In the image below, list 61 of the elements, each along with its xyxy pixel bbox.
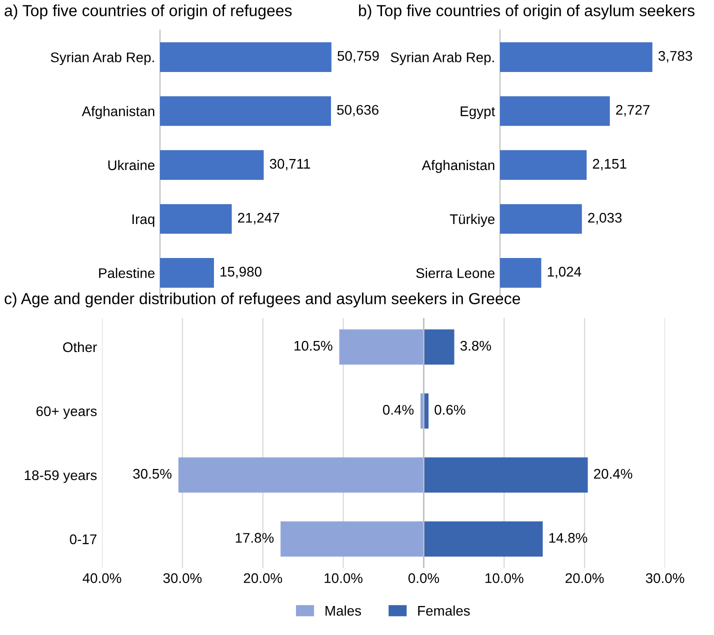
y-tick-label: Iraq	[132, 214, 154, 227]
data-label: 0.4%	[382, 404, 414, 415]
bar	[500, 42, 652, 72]
y-tick-label: Afghanistan	[82, 106, 154, 119]
bar	[160, 258, 214, 288]
y-tick-label: 60+ years	[36, 406, 97, 419]
legend-label: Males	[326, 606, 362, 616]
y-tick-label: Other	[63, 342, 97, 352]
data-label: 30.5%	[133, 468, 172, 479]
y-tick-label: Türkiye	[450, 214, 495, 227]
y-tick-label: Palestine	[99, 268, 155, 278]
bar	[160, 42, 332, 72]
bar	[178, 457, 424, 493]
y-tick-label: Syrian Arab Rep.	[390, 52, 494, 66]
y-tick-label: Ukraine	[108, 160, 155, 170]
x-tick-label: 10.0%	[324, 573, 362, 584]
bar	[500, 204, 582, 234]
bar	[160, 96, 332, 126]
bar	[500, 96, 610, 126]
data-label: 21,247	[238, 212, 280, 224]
data-label: 3.8%	[460, 340, 491, 351]
x-tick-label: 20.0%	[244, 573, 282, 584]
bar	[339, 329, 424, 365]
chart-title: b) Top five countries of origin of asylum seekers	[359, 4, 694, 20]
bar	[500, 150, 587, 180]
data-label: 15,980	[220, 266, 262, 278]
bar	[160, 150, 264, 180]
data-label: 30,711	[270, 158, 310, 170]
legend-label: Females	[418, 606, 470, 616]
bar	[280, 521, 424, 557]
data-label: 20.4%	[594, 468, 632, 479]
y-tick-label: 0-17	[70, 534, 96, 544]
data-label: 10.5%	[294, 340, 332, 351]
y-tick-label: Syrian Arab Rep.	[50, 52, 154, 66]
chart-title: c) Age and gender distribution of refugees and asylum seekers in Greece	[4, 292, 520, 308]
x-tick-label: 0.0%	[408, 573, 440, 584]
data-label: 1,024	[548, 266, 582, 278]
bar	[160, 204, 232, 234]
x-tick-label: 30.0%	[163, 573, 202, 584]
x-tick-label: 10.0%	[486, 573, 524, 584]
y-tick-label: Sierra Leone	[416, 268, 495, 278]
chart-title: a) Top five countries of origin of refugees	[4, 4, 292, 20]
x-tick-label: 30.0%	[646, 573, 684, 584]
y-tick-label: Egypt	[460, 106, 496, 119]
data-label: 2,151	[592, 158, 626, 170]
y-tick-label: Afghanistan	[422, 160, 494, 173]
bar	[424, 329, 454, 365]
y-tick-label: 18-59 years	[24, 470, 97, 483]
x-tick-label: 40.0%	[82, 573, 122, 584]
data-label: 50,636	[337, 104, 378, 116]
data-label: 17.8%	[236, 532, 274, 543]
x-tick-label: 20.0%	[566, 573, 604, 584]
data-label: 2,727	[616, 104, 650, 116]
data-label: 2,033	[588, 212, 622, 224]
bar	[500, 258, 542, 288]
bar	[424, 521, 543, 557]
data-label: 3,783	[658, 51, 692, 62]
data-label: 0.6%	[434, 404, 466, 415]
data-label: 14.8%	[549, 532, 588, 543]
data-label: 50,759	[338, 51, 379, 62]
bar	[424, 457, 588, 493]
